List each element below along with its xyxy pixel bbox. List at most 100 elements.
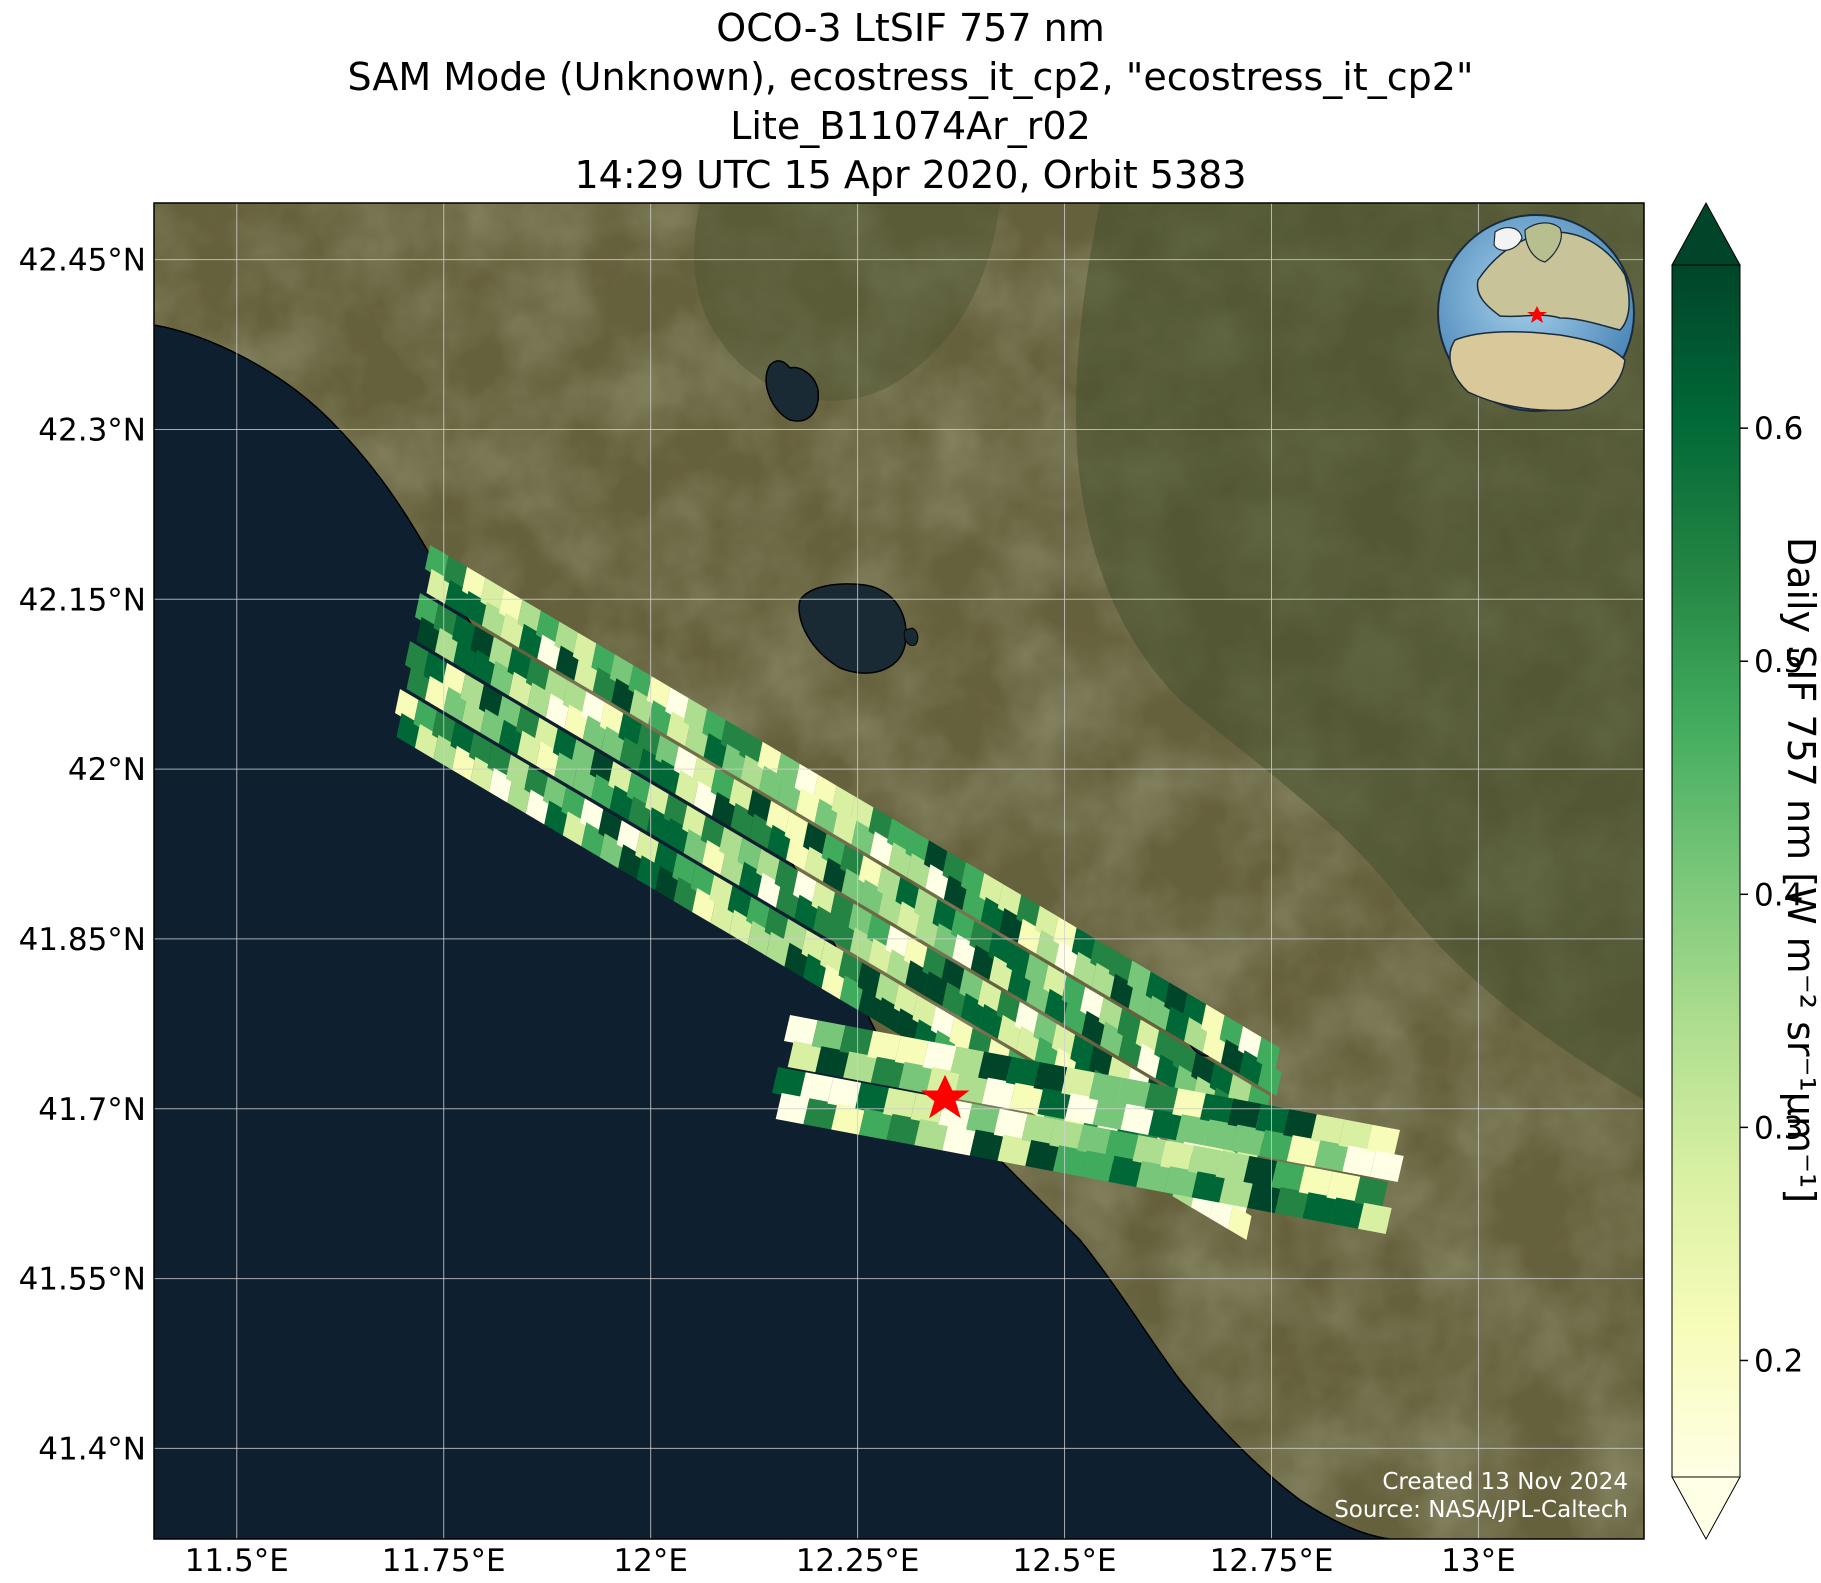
sif-footprint-cell	[1090, 938, 1114, 974]
sif-footprint-cell	[517, 599, 541, 635]
sif-footprint-cell	[579, 798, 604, 834]
sif-footprint-cell	[787, 1041, 822, 1073]
sif-footprint-cell	[525, 658, 550, 694]
sif-footprint-cell	[839, 1025, 874, 1057]
sif-footprint-cell	[996, 990, 1020, 1026]
sif-footprint-cell	[885, 925, 909, 961]
colorbar-gradient	[1671, 264, 1741, 1478]
sif-footprint-cell	[480, 577, 504, 613]
sif-footprint-cell	[1209, 1063, 1233, 1099]
sif-footprint-cell	[1283, 1109, 1317, 1141]
sif-footprint-cell	[801, 929, 825, 965]
sif-footprint-cell	[978, 1051, 1012, 1083]
sif-footprint-cell	[1014, 1001, 1039, 1037]
sif-footprint-cell	[1071, 927, 1096, 963]
sif-footprint-cell	[1219, 1176, 1254, 1208]
colorbar-tick-label: 0.5	[1754, 644, 1803, 680]
sif-footprint-cell	[628, 665, 652, 701]
x-tick-label: 12.25°E	[796, 1543, 920, 1579]
title-line-1: OCO-3 LtSIF 757 nm	[716, 6, 1105, 50]
sif-footprint-cell	[626, 772, 651, 808]
sif-footprint-cell	[1256, 1037, 1280, 1072]
sif-footprint-cell	[905, 829, 929, 865]
sif-footprint-cell	[887, 818, 911, 854]
sif-footprint-cell	[987, 932, 1012, 967]
sif-footprint-cell	[950, 910, 975, 945]
sif-footprint-cell	[959, 969, 983, 1004]
sif-footprint-cell	[1116, 1077, 1151, 1109]
sif-footprint-cell	[655, 735, 679, 771]
sif-footprint-cell	[1120, 1103, 1155, 1135]
sif-footprint-cell	[1006, 942, 1030, 978]
sif-footprint-cell	[423, 651, 447, 687]
sif-footprint-cell	[922, 947, 946, 983]
sif-footprint-cell	[571, 739, 595, 775]
sif-footprint-cell	[507, 647, 531, 683]
sif-footprint-cell	[1172, 1088, 1206, 1120]
x-tick-label: 11.75°E	[382, 1543, 506, 1579]
sif-footprint-cell	[981, 1077, 1016, 1109]
sif-footprint-cell	[1310, 1114, 1345, 1146]
sif-footprint-cell	[922, 1041, 957, 1073]
sif-footprint-cell	[811, 881, 835, 917]
sif-footprint-cell	[1203, 1119, 1238, 1151]
sif-footprint-cell	[1009, 1082, 1044, 1114]
sif-footprint-cell	[720, 720, 745, 755]
sif-footprint-cell	[581, 691, 605, 727]
sif-footprint-cell	[1172, 1041, 1197, 1077]
sif-footprint-cell	[544, 669, 568, 705]
sif-footprint-cell	[1051, 1023, 1076, 1059]
sif-footprint-cell	[886, 1113, 921, 1146]
sif-footprint-cell	[1164, 982, 1188, 1018]
sif-footprint-cell	[415, 593, 439, 628]
sif-footprint-cell	[1274, 1187, 1309, 1219]
sif-footprint-cell	[542, 776, 567, 812]
sif-footprint-cell	[848, 903, 872, 939]
title-line-4: 14:29 UTC 15 Apr 2020, Orbit 5383	[574, 153, 1247, 197]
sif-footprint-cell	[1191, 1052, 1215, 1088]
sif-footprint-cell	[1175, 1114, 1210, 1146]
sif-footprint-cell	[729, 778, 753, 814]
title-line-3: Lite_B11074Ar_r02	[730, 104, 1091, 148]
map-panel: Created 13 Nov 2024 Source: NASA/JPL-Cal…	[154, 203, 1644, 1539]
colorbar-extend-top	[1671, 201, 1741, 266]
sif-footprint-cell	[673, 746, 698, 781]
sif-footprint-cell	[855, 1082, 889, 1114]
sif-footprint-cell	[1370, 1150, 1404, 1182]
y-axis-labels: 42.45°N 42.3°N 42.15°N 42°N 41.85°N 41.7°N 41.…	[19, 243, 146, 1468]
sif-footprint-cell	[766, 800, 790, 836]
sif-footprint-cell	[1354, 1176, 1388, 1208]
sif-footprint-cell	[1025, 1140, 1059, 1172]
sif-footprint-cell	[1298, 1166, 1333, 1198]
sif-footprint-cell	[1258, 1061, 1282, 1096]
sif-footprint-cell	[1286, 1135, 1321, 1167]
x-tick-label: 11.5°E	[185, 1543, 289, 1579]
colorbar-tick-label: 0.2	[1754, 1343, 1803, 1379]
sif-footprint-cell	[895, 877, 919, 913]
sif-footprint-cell	[875, 973, 899, 1009]
x-tick-label: 12.75°E	[1210, 1543, 1334, 1579]
sif-footprint-cell	[1228, 1205, 1252, 1240]
vegetation-shading-north	[694, 203, 1000, 401]
sif-footprint-cell	[692, 757, 716, 792]
sif-footprint-cell	[646, 676, 671, 712]
sif-footprint-cell	[433, 603, 457, 639]
sif-footprint-cell	[764, 907, 788, 943]
sif-footprint-cell	[747, 789, 772, 825]
sif-footprint-cell	[599, 702, 624, 738]
sif-footprint-cell	[739, 730, 763, 766]
title-line-2: SAM Mode (Unknown), ecostress_it_cp2, "e…	[347, 55, 1474, 99]
sif-footprint-cell	[1061, 1067, 1095, 1099]
sif-footprint-cell	[1005, 1056, 1040, 1088]
sif-footprint-cell	[1108, 949, 1133, 985]
sif-footprint-cell	[488, 636, 513, 672]
sif-footprint-cell	[635, 831, 659, 867]
sif-footprint-cell	[460, 673, 484, 709]
sif-footprint-cell	[774, 859, 798, 895]
sif-footprint-cell	[1037, 1088, 1071, 1120]
sif-footprint-cell	[942, 1124, 976, 1156]
sif-footprint-cell	[608, 761, 632, 797]
sif-footprint-cell	[1127, 960, 1151, 996]
sif-footprint-cell	[663, 794, 688, 829]
sif-footprint-cell	[478, 684, 503, 720]
